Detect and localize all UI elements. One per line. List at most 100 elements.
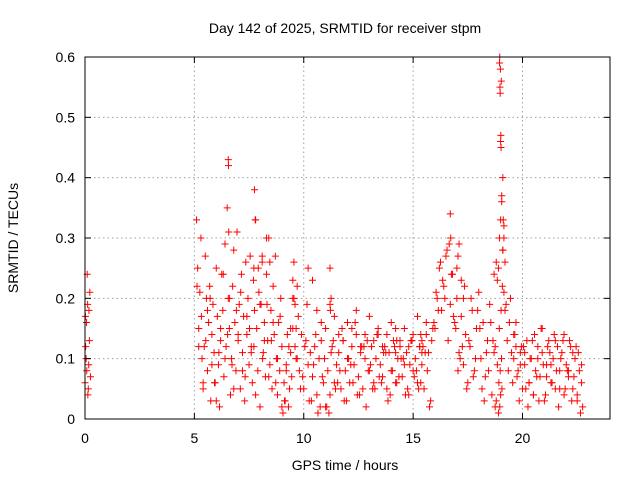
data-point bbox=[418, 349, 426, 357]
data-point bbox=[214, 361, 222, 369]
data-point bbox=[538, 325, 546, 332]
data-point bbox=[324, 367, 332, 375]
data-point bbox=[501, 258, 509, 266]
data-point bbox=[462, 331, 470, 339]
data-point bbox=[237, 270, 245, 278]
data-point bbox=[243, 331, 251, 339]
data-point bbox=[193, 216, 201, 224]
data-point bbox=[230, 246, 238, 254]
data-point bbox=[434, 306, 442, 314]
data-point bbox=[401, 391, 409, 399]
data-point bbox=[352, 331, 360, 339]
data-point bbox=[312, 331, 320, 339]
data-point bbox=[439, 276, 447, 284]
y-tick-label: 0.4 bbox=[56, 170, 76, 186]
data-point bbox=[497, 391, 505, 399]
data-point bbox=[208, 331, 216, 339]
data-point bbox=[417, 331, 425, 339]
data-point bbox=[282, 367, 290, 375]
data-point bbox=[479, 318, 487, 326]
chart-title: Day 142 of 2025, SRMTID for receiver stp… bbox=[209, 20, 481, 36]
data-point bbox=[235, 300, 243, 308]
data-point bbox=[286, 385, 294, 393]
data-point bbox=[559, 337, 567, 345]
data-point bbox=[361, 355, 369, 363]
data-point bbox=[445, 240, 453, 248]
data-point bbox=[436, 258, 444, 266]
x-axis-label: GPS time / hours bbox=[292, 457, 399, 473]
data-point bbox=[499, 174, 507, 182]
data-point bbox=[568, 397, 576, 405]
data-point bbox=[380, 349, 388, 357]
data-point bbox=[195, 343, 203, 351]
data-point bbox=[224, 156, 232, 164]
data-point bbox=[267, 306, 275, 314]
data-point bbox=[496, 234, 504, 242]
data-point bbox=[446, 210, 454, 218]
data-point bbox=[289, 325, 297, 332]
data-point bbox=[548, 379, 556, 387]
data-point bbox=[318, 373, 326, 381]
data-point bbox=[239, 349, 246, 357]
data-point bbox=[544, 343, 552, 351]
data-point bbox=[455, 240, 463, 248]
data-point bbox=[517, 343, 525, 351]
data-point bbox=[86, 288, 94, 296]
data-point bbox=[522, 385, 530, 393]
data-point bbox=[465, 337, 473, 345]
data-point bbox=[539, 361, 547, 369]
data-point bbox=[526, 355, 534, 363]
data-point bbox=[267, 337, 275, 345]
data-point bbox=[253, 325, 261, 332]
data-point bbox=[516, 361, 524, 369]
data-point bbox=[511, 331, 519, 339]
data-point bbox=[234, 331, 242, 339]
data-point bbox=[506, 294, 514, 302]
data-point bbox=[219, 306, 227, 314]
data-point bbox=[493, 361, 501, 369]
data-point bbox=[348, 325, 356, 332]
data-point bbox=[404, 385, 412, 393]
data-point bbox=[440, 282, 448, 290]
data-point bbox=[317, 337, 325, 345]
data-point bbox=[290, 258, 298, 266]
data-point bbox=[259, 355, 267, 363]
data-point bbox=[529, 391, 537, 399]
data-point bbox=[344, 318, 351, 326]
data-point bbox=[197, 312, 205, 320]
data-point bbox=[201, 252, 209, 260]
data-point bbox=[232, 306, 240, 314]
axis-ticks: 0 0.1 0.2 0.3 0.4 0.5 0.6 0 5 10 15 20 bbox=[56, 49, 610, 446]
data-point bbox=[349, 379, 357, 387]
data-point bbox=[427, 397, 435, 405]
data-point bbox=[331, 385, 339, 393]
data-point bbox=[379, 343, 386, 351]
data-point bbox=[258, 252, 266, 260]
data-point bbox=[488, 391, 496, 399]
data-point bbox=[505, 318, 513, 326]
data-point bbox=[431, 325, 439, 332]
data-point bbox=[258, 258, 266, 266]
data-point bbox=[405, 343, 413, 351]
data-point bbox=[271, 252, 279, 260]
data-point bbox=[204, 306, 211, 314]
data-point bbox=[492, 258, 500, 266]
y-tick-label: 0.6 bbox=[56, 49, 76, 65]
data-point bbox=[480, 397, 488, 405]
data-point bbox=[247, 349, 255, 357]
data-point bbox=[490, 270, 498, 278]
data-point bbox=[270, 331, 278, 339]
data-point bbox=[426, 403, 434, 411]
data-point bbox=[554, 343, 561, 351]
data-point bbox=[213, 312, 221, 320]
data-point bbox=[280, 379, 288, 387]
data-point bbox=[278, 343, 286, 351]
data-point bbox=[513, 373, 521, 381]
data-point bbox=[370, 379, 378, 387]
data-point bbox=[533, 373, 541, 381]
data-point bbox=[546, 349, 554, 357]
data-point bbox=[443, 246, 451, 254]
data-point bbox=[298, 331, 306, 339]
data-point bbox=[490, 349, 498, 357]
data-point bbox=[372, 355, 380, 363]
